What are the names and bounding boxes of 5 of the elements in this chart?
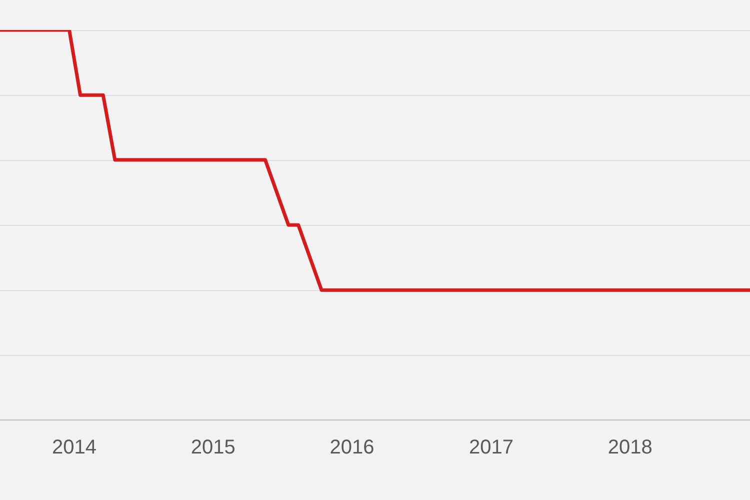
- x-tick-label: 2016: [330, 436, 374, 459]
- x-tick-label: 2017: [469, 436, 514, 459]
- x-tick-label: 2014: [52, 436, 96, 459]
- x-tick-label: 2015: [190, 436, 236, 459]
- x-tick-label: 2018: [608, 436, 652, 459]
